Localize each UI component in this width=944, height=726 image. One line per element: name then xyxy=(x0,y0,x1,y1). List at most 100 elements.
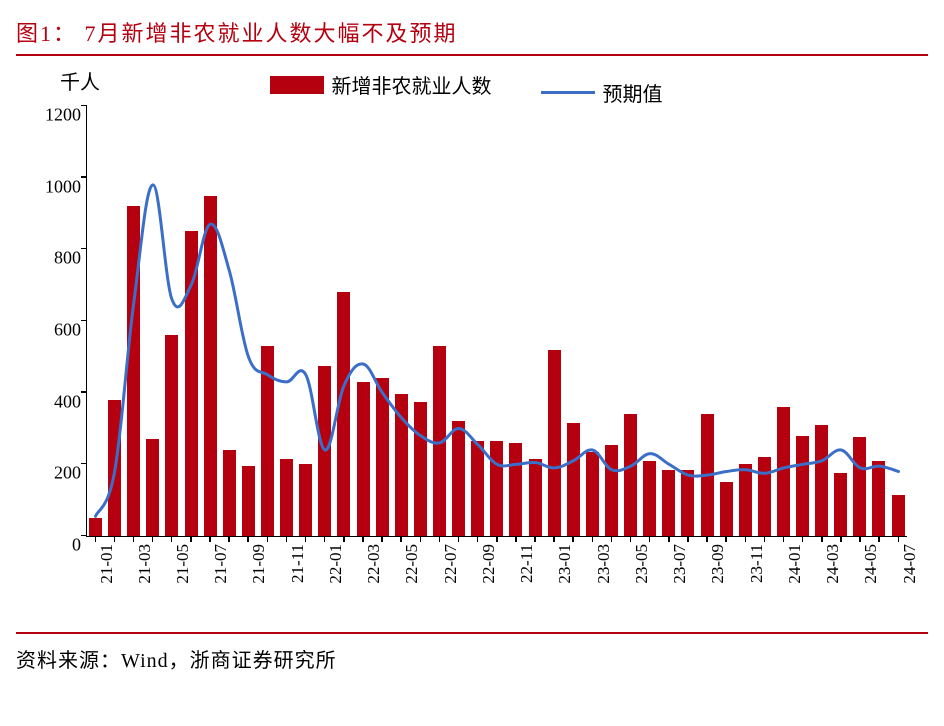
bar xyxy=(834,473,847,536)
bar xyxy=(414,402,427,536)
x-tick-label: 22-11 xyxy=(517,544,537,583)
x-tick-mark xyxy=(630,536,632,542)
y-tick-mark xyxy=(81,463,87,465)
bar xyxy=(662,470,675,536)
x-tick-mark xyxy=(152,536,154,542)
bar xyxy=(318,366,331,536)
x-tick-label: 21-11 xyxy=(288,544,308,583)
bar xyxy=(739,464,752,536)
y-tick-mark xyxy=(81,535,87,537)
title-rule xyxy=(16,54,928,56)
bar xyxy=(376,378,389,536)
x-tick-mark xyxy=(611,536,613,542)
x-tick-mark xyxy=(725,536,727,542)
x-tick-mark xyxy=(381,536,383,542)
bar xyxy=(452,421,465,536)
bar xyxy=(299,464,312,536)
y-tick-label: 1000 xyxy=(33,176,81,197)
bar xyxy=(223,450,236,536)
bar xyxy=(490,441,503,536)
y-tick-mark xyxy=(81,391,87,393)
x-tick-mark xyxy=(305,536,307,542)
y-tick-label: 0 xyxy=(33,535,81,556)
legend-label-line: 预期值 xyxy=(603,78,663,107)
bar xyxy=(605,445,618,536)
x-tick-mark xyxy=(534,536,536,542)
x-tick-label: 22-03 xyxy=(364,544,384,584)
x-tick-label: 21-09 xyxy=(249,544,269,584)
bar xyxy=(261,346,274,536)
x-tick-mark xyxy=(267,536,269,542)
x-tick-mark xyxy=(821,536,823,542)
x-tick-label: 22-07 xyxy=(441,544,461,584)
x-tick-mark xyxy=(649,536,651,542)
x-tick-mark xyxy=(114,536,116,542)
x-tick-label: 23-09 xyxy=(708,544,728,584)
bar xyxy=(185,231,198,536)
bars-container xyxy=(87,106,907,536)
x-tick-mark xyxy=(553,536,555,542)
x-tick-mark xyxy=(802,536,804,542)
x-tick-mark xyxy=(228,536,230,542)
x-tick-mark xyxy=(572,536,574,542)
bar xyxy=(357,382,370,536)
bar xyxy=(892,495,905,536)
bar xyxy=(529,459,542,536)
bar xyxy=(815,425,828,536)
bar xyxy=(395,394,408,536)
y-tick-mark xyxy=(81,105,87,107)
bar xyxy=(796,436,809,536)
y-tick-label: 1200 xyxy=(33,105,81,126)
x-tick-mark xyxy=(878,536,880,542)
x-tick-mark xyxy=(477,536,479,542)
bar xyxy=(204,196,217,536)
x-tick-label: 23-11 xyxy=(747,544,767,583)
bar xyxy=(127,206,140,536)
bar xyxy=(872,461,885,536)
x-tick-mark xyxy=(668,536,670,542)
x-tick-mark xyxy=(133,536,135,542)
bar xyxy=(146,439,159,536)
y-tick-label: 800 xyxy=(33,248,81,269)
x-tick-mark xyxy=(458,536,460,542)
bar xyxy=(701,414,714,536)
x-tick-mark xyxy=(859,536,861,542)
x-tick-mark xyxy=(95,536,97,542)
chart: 千人 新增非农就业人数 预期值 020040060080010001200 21… xyxy=(16,66,916,626)
x-tick-label: 23-01 xyxy=(555,544,575,584)
x-tick-mark xyxy=(496,536,498,542)
y-tick-label: 400 xyxy=(33,391,81,412)
x-tick-mark xyxy=(420,536,422,542)
x-tick-mark xyxy=(190,536,192,542)
x-tick-mark xyxy=(400,536,402,542)
bottom-rule xyxy=(16,632,928,634)
bar xyxy=(509,443,522,536)
x-tick-label: 24-01 xyxy=(785,544,805,584)
source-text: 资料来源：Wind，浙商证券研究所 xyxy=(16,644,928,673)
x-tick-label: 24-07 xyxy=(900,544,920,584)
plot-area: 020040060080010001200 xyxy=(86,106,907,537)
legend-label-bar: 新增非农就业人数 xyxy=(332,70,492,99)
bar xyxy=(433,346,446,536)
bar xyxy=(624,414,637,536)
x-tick-label: 24-03 xyxy=(823,544,843,584)
x-tick-label: 24-05 xyxy=(861,544,881,584)
y-tick-label: 200 xyxy=(33,463,81,484)
x-tick-mark xyxy=(764,536,766,542)
legend: 新增非农就业人数 预期值 xyxy=(16,70,916,107)
x-tick-mark xyxy=(324,536,326,542)
bar xyxy=(643,461,656,536)
legend-swatch-bar xyxy=(270,76,324,94)
bar xyxy=(758,457,771,536)
bar xyxy=(108,400,121,536)
bar xyxy=(548,350,561,536)
x-tick-mark xyxy=(286,536,288,542)
x-tick-mark xyxy=(687,536,689,542)
x-tick-mark xyxy=(745,536,747,542)
x-tick-label: 21-03 xyxy=(135,544,155,584)
figure-title: 图1： 7月新增非农就业人数大幅不及预期 xyxy=(16,16,928,48)
x-tick-mark xyxy=(343,536,345,542)
legend-swatch-line xyxy=(541,91,595,94)
x-tick-mark xyxy=(171,536,173,542)
bar xyxy=(337,292,350,536)
